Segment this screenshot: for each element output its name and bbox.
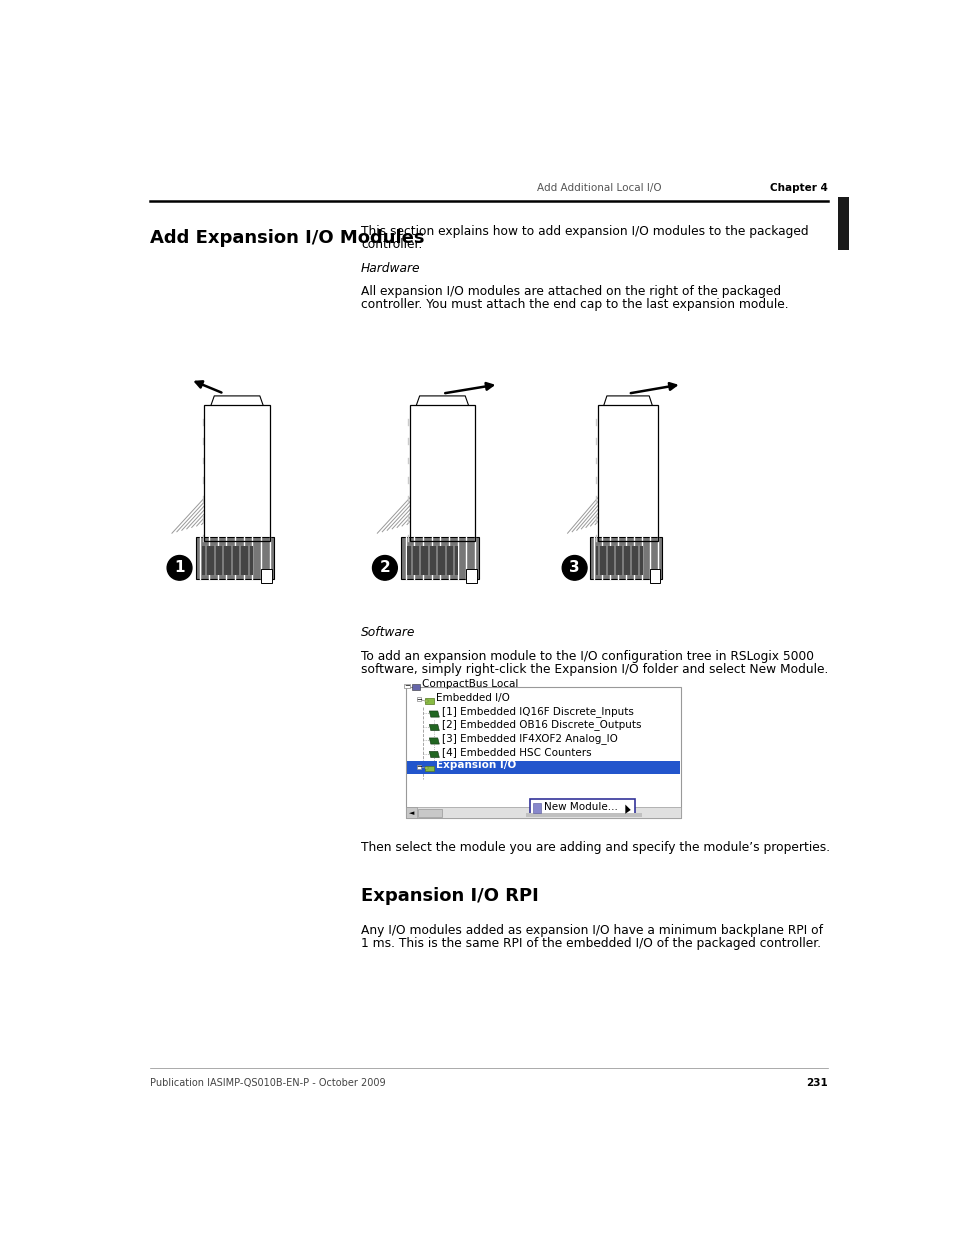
Text: To add an expansion module to the I/O configuration tree in RSLogix 5000: To add an expansion module to the I/O co… [360,651,813,663]
Bar [195,537,274,579]
Text: controller. You must attach the end cap to the last expansion module.: controller. You must attach the end cap … [360,299,788,311]
Text: 3: 3 [569,561,579,576]
Bar [407,546,457,576]
Bar [598,405,658,541]
Bar [406,761,679,774]
Text: This section explains how to add expansion I/O modules to the packaged: This section explains how to add expansi… [360,225,808,238]
Bar [466,569,476,583]
Text: −: − [416,764,421,771]
Text: Add Additional Local I/O: Add Additional Local I/O [537,183,661,193]
Polygon shape [429,711,439,718]
Bar [424,700,427,703]
Bar [530,799,634,816]
Text: New Module...: New Module... [543,803,618,813]
Text: controller.: controller. [360,238,422,251]
Bar [416,698,421,701]
Text: −: − [404,683,410,689]
Text: Publication IASIMP-QS010B-EN-P - October 2009: Publication IASIMP-QS010B-EN-P - October… [150,1078,385,1088]
Bar [406,808,680,818]
Bar [202,546,253,576]
Bar [261,569,272,583]
Circle shape [167,556,192,580]
Bar [595,546,642,576]
Text: Any I/O modules added as expansion I/O have a minimum backplane RPI of: Any I/O modules added as expansion I/O h… [360,924,822,937]
Bar [424,767,427,769]
Text: Expansion I/O: Expansion I/O [436,761,516,771]
Text: Software: Software [360,626,415,638]
Bar [401,537,478,579]
Bar [410,405,475,541]
Bar [404,684,410,688]
Text: [4] Embedded HSC Counters: [4] Embedded HSC Counters [441,747,591,757]
Text: CompactBus Local: CompactBus Local [422,679,518,689]
Bar [525,814,641,818]
Bar [598,405,658,541]
Bar [204,405,270,541]
Polygon shape [429,751,439,757]
Polygon shape [429,739,439,743]
Polygon shape [624,804,630,814]
Text: All expansion I/O modules are attached on the right of the packaged: All expansion I/O modules are attached o… [360,285,781,299]
Bar [838,198,848,249]
Polygon shape [429,725,439,731]
Text: [1] Embedded IQ16F Discrete_Inputs: [1] Embedded IQ16F Discrete_Inputs [441,706,633,716]
Text: software, simply right-click the Expansion I/O folder and select New Module.: software, simply right-click the Expansi… [360,663,827,677]
Bar [589,537,661,579]
Text: ◄: ◄ [408,810,414,815]
Bar [533,804,540,813]
Text: 1 ms. This is the same RPI of the embedded I/O of the packaged controller.: 1 ms. This is the same RPI of the embedd… [360,937,821,951]
Circle shape [372,556,396,580]
Text: [2] Embedded OB16 Discrete_Outputs: [2] Embedded OB16 Discrete_Outputs [441,719,640,730]
Text: Embedded I/O: Embedded I/O [436,693,510,703]
Bar [424,766,434,771]
Text: 2: 2 [379,561,390,576]
Text: 231: 231 [805,1078,827,1088]
Bar [410,405,475,541]
Bar [650,569,659,583]
Text: Add Expansion I/O Modules: Add Expansion I/O Modules [150,228,424,247]
Bar [416,764,421,768]
Text: 1: 1 [174,561,185,576]
Circle shape [561,556,586,580]
Bar [418,809,441,816]
Bar [412,684,419,690]
Text: [3] Embedded IF4XOF2 Analog_IO: [3] Embedded IF4XOF2 Analog_IO [441,732,617,743]
Bar [406,687,680,818]
Text: Chapter 4: Chapter 4 [769,183,827,193]
Text: Then select the module you are adding and specify the module’s properties.: Then select the module you are adding an… [360,841,829,855]
Text: −: − [416,697,421,703]
Text: Expansion I/O RPI: Expansion I/O RPI [360,888,538,905]
Text: Hardware: Hardware [360,262,420,275]
Bar [406,808,416,818]
Bar [204,405,270,541]
Bar [424,698,434,704]
